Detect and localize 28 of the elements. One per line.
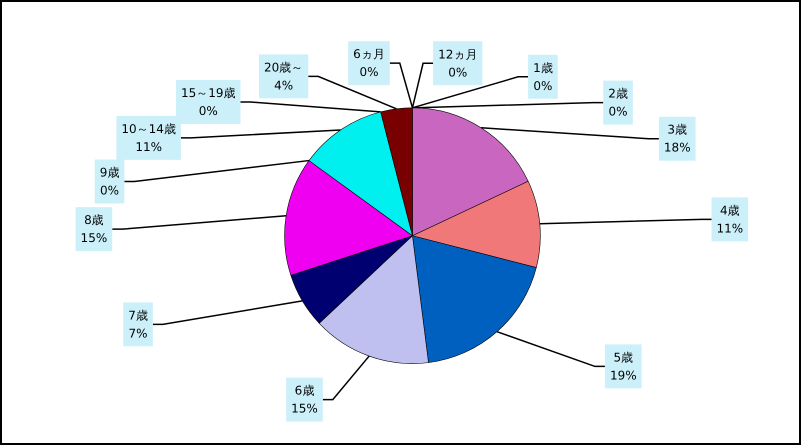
slice-label: 6歳	[294, 384, 314, 398]
data-label: 7%	[128, 326, 148, 340]
data-label: 18%	[664, 140, 691, 155]
text: 0%	[198, 104, 218, 118]
slice-label: 5歳	[613, 350, 634, 364]
text: 0%	[608, 104, 628, 119]
text: 0%	[359, 65, 378, 80]
text: 0%	[533, 78, 552, 93]
text: 0%	[100, 183, 120, 198]
category-label: 1歳	[533, 60, 553, 75]
category-label: 6ヵ月	[353, 47, 385, 62]
text: 0%	[448, 65, 468, 80]
slice-label: 4歳	[720, 203, 740, 218]
slice-label: 8歳	[84, 213, 104, 228]
data-label: 11%	[716, 221, 744, 236]
category-label: 12ヵ月	[438, 47, 478, 62]
data-label: 11%	[135, 140, 162, 154]
data-label: 15%	[80, 231, 108, 246]
slice-label: 20歳～	[264, 60, 304, 74]
category-label: 15～19歳	[180, 86, 236, 100]
category-label: 2歳	[608, 86, 628, 101]
slice-label: 7歳	[128, 308, 148, 322]
data-label: 4%	[274, 78, 294, 92]
data-label: 19%	[610, 368, 637, 382]
slice-label: 10～14歳	[121, 122, 176, 136]
slice-label: 3歳	[667, 122, 688, 137]
category-label: 9歳	[100, 165, 120, 180]
data-label: 15%	[291, 402, 318, 416]
